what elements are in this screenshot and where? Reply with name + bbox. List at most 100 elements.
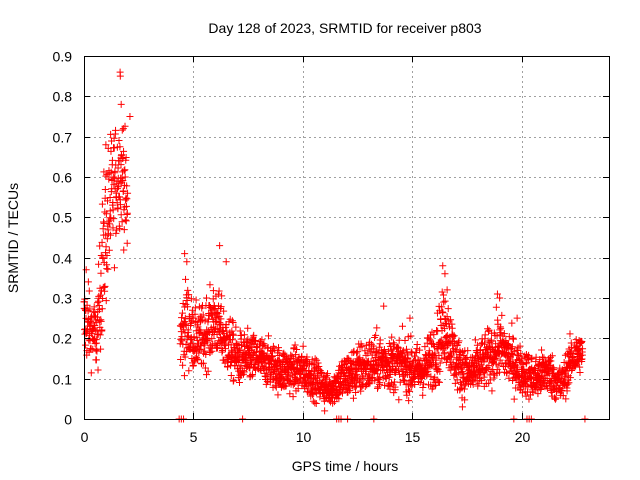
data-point [349,394,357,402]
data-point [220,356,228,364]
data-point [193,356,201,364]
data-point [112,126,120,134]
data-point [460,385,468,393]
data-point [289,363,297,371]
plot-frame [84,56,610,420]
data-point [312,400,320,408]
data-point [110,215,118,223]
data-point [102,297,110,305]
data-point [299,342,307,350]
data-point [181,250,189,258]
data-point [208,306,216,314]
data-point [87,314,95,322]
data-point [109,206,117,214]
data-point [194,355,202,363]
data-point [222,258,230,266]
data-point [236,327,244,335]
data-point [387,346,395,354]
data-point [458,403,466,411]
data-point [551,395,559,403]
data-point [566,330,574,338]
data-point [87,345,95,353]
y-tick-label: 0.6 [53,170,73,186]
data-point [215,287,223,295]
data-point [220,307,228,315]
data-point [568,367,576,375]
data-point [366,338,374,346]
data-point [443,313,451,321]
data-point [98,200,106,208]
data-point [549,382,557,390]
data-point [457,349,465,357]
data-point [454,339,462,347]
data-point [578,351,586,359]
data-point [121,173,129,181]
data-point [116,225,124,233]
x-tick-labels: 0 5 10 15 20 [81,429,531,445]
data-point [342,377,350,385]
data-point [117,100,125,108]
data-point [196,346,204,354]
data-point [380,345,388,353]
data-point [259,349,267,357]
data-point [229,318,237,326]
data-point [367,340,375,348]
data-point [98,238,106,246]
data-point [438,303,446,311]
data-point [311,355,319,363]
data-point [565,379,573,387]
data-point [270,356,278,364]
data-point [99,225,107,233]
data-point [101,208,109,216]
data-point [121,203,129,211]
data-point [227,359,235,367]
data-point [471,336,479,344]
data-point [563,387,571,395]
data-point [411,380,419,388]
data-point [496,356,504,364]
data-point [89,345,97,353]
data-point [498,311,506,319]
data-point [391,386,399,394]
x-tick-label: 10 [296,429,312,445]
data-point [352,389,360,397]
data-point [376,379,384,387]
data-point [90,303,98,311]
data-point [202,350,210,358]
data-point [335,395,343,403]
data-point [534,390,542,398]
data-point [488,387,496,395]
data-point [353,366,361,374]
data-point [314,359,322,367]
data-point [516,342,524,350]
data-point [357,387,365,395]
data-point [102,141,110,149]
data-point [509,335,517,343]
data-point [344,388,352,396]
data-point [525,395,533,403]
data-point [415,378,423,386]
data-point [404,386,412,394]
data-point [184,286,192,294]
data-point [480,358,488,366]
data-point [532,353,540,361]
data-point [504,341,512,349]
data-point [182,340,190,348]
data-point [390,389,398,397]
data-point [399,348,407,356]
y-tick-label: 0.2 [53,331,73,347]
data-point [252,337,260,345]
y-tick-label: 0.8 [53,89,73,105]
y-tick-label: 0.4 [53,251,73,267]
data-point [87,369,95,377]
data-point [443,286,451,294]
x-tick-label: 15 [405,429,421,445]
data-point [374,375,382,383]
data-point [280,349,288,357]
data-point [505,333,513,341]
y-tick-label: 0.3 [53,291,73,307]
data-point [248,371,256,379]
data-point [114,205,122,213]
data-point [122,217,130,225]
data-point [114,164,122,172]
